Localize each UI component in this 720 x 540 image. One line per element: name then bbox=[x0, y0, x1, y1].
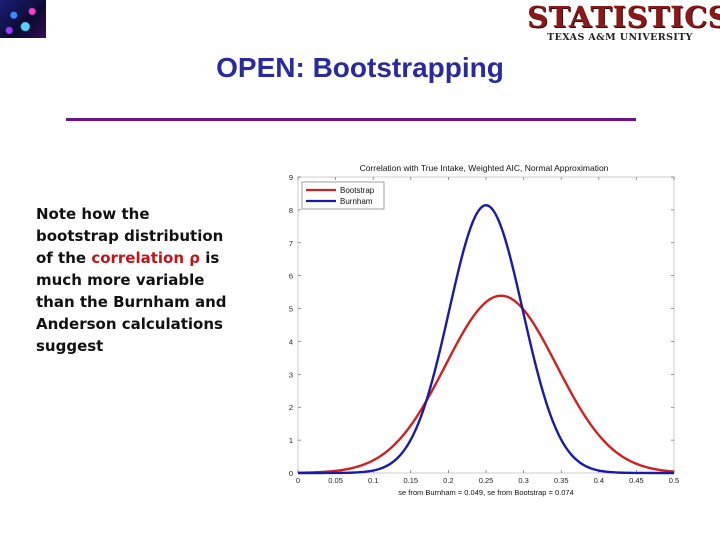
x-tick-label: 0 bbox=[296, 476, 300, 485]
note-part-1: Note how the bootstrap distribution of t… bbox=[36, 205, 224, 267]
density-chart: Correlation with True Intake, Weighted A… bbox=[289, 163, 679, 497]
y-tick-label: 3 bbox=[289, 370, 293, 379]
brand-logo: STATISTICS TEXAS A&M UNIVERSITY bbox=[527, 0, 720, 44]
note-part-2: is much more variable than the Burnham a… bbox=[36, 249, 227, 355]
legend-box bbox=[301, 181, 385, 210]
legend-label-burnham: Burnham bbox=[340, 197, 373, 206]
y-tick-label: 8 bbox=[289, 206, 293, 215]
x-tick-label: 0.05 bbox=[328, 476, 343, 485]
x-tick-label: 0.5 bbox=[669, 476, 679, 485]
series-layer bbox=[297, 204, 675, 475]
x-tick-label: 0.2 bbox=[443, 476, 453, 485]
brand-title: STATISTICS bbox=[527, 0, 720, 34]
x-tick-label: 0.35 bbox=[554, 476, 569, 485]
x-tick-label: 0.4 bbox=[594, 476, 604, 485]
axis-layer: 0 0.05 0.1 0.15 0.2 0.25 0.3 0.35 0.4 0.45 0.5 0 1 2 3… bbox=[289, 173, 679, 485]
x-tick-label: 0.15 bbox=[403, 476, 418, 485]
legend-label-bootstrap: Bootstrap bbox=[340, 186, 375, 195]
title-divider bbox=[66, 118, 636, 121]
y-tick-label: 7 bbox=[289, 239, 293, 248]
x-axis-label: se from Burnham = 0.049, se from Bootstr… bbox=[398, 488, 574, 497]
series-line-burnham bbox=[298, 204, 674, 475]
y-tick-label: 5 bbox=[289, 305, 293, 314]
series-line-bootstrap bbox=[297, 294, 675, 474]
x-tick-label: 0.3 bbox=[518, 476, 528, 485]
x-tick-label: 0.25 bbox=[479, 476, 494, 485]
y-tick-label: 9 bbox=[289, 173, 293, 182]
corner-logo-image bbox=[0, 0, 46, 38]
y-tick-label: 0 bbox=[289, 469, 293, 478]
chart-title: Correlation with True Intake, Weighted A… bbox=[360, 163, 609, 173]
y-tick-label: 6 bbox=[289, 272, 293, 281]
x-tick-label: 0.45 bbox=[629, 476, 644, 485]
y-tick-label: 2 bbox=[289, 403, 293, 412]
note-highlight: correlation ρ bbox=[91, 249, 200, 267]
x-tick-label: 0.1 bbox=[368, 476, 378, 485]
brand-subtitle: TEXAS A&M UNIVERSITY bbox=[547, 32, 693, 43]
y-tick-label: 1 bbox=[289, 436, 293, 445]
y-tick-label: 4 bbox=[289, 337, 293, 346]
plot-frame bbox=[297, 176, 675, 474]
legend: Bootstrap Burnham bbox=[301, 181, 385, 210]
slide-title: OPEN: Bootstrapping bbox=[216, 52, 504, 83]
note-text: Note how the bootstrap distribution of t… bbox=[36, 203, 236, 357]
